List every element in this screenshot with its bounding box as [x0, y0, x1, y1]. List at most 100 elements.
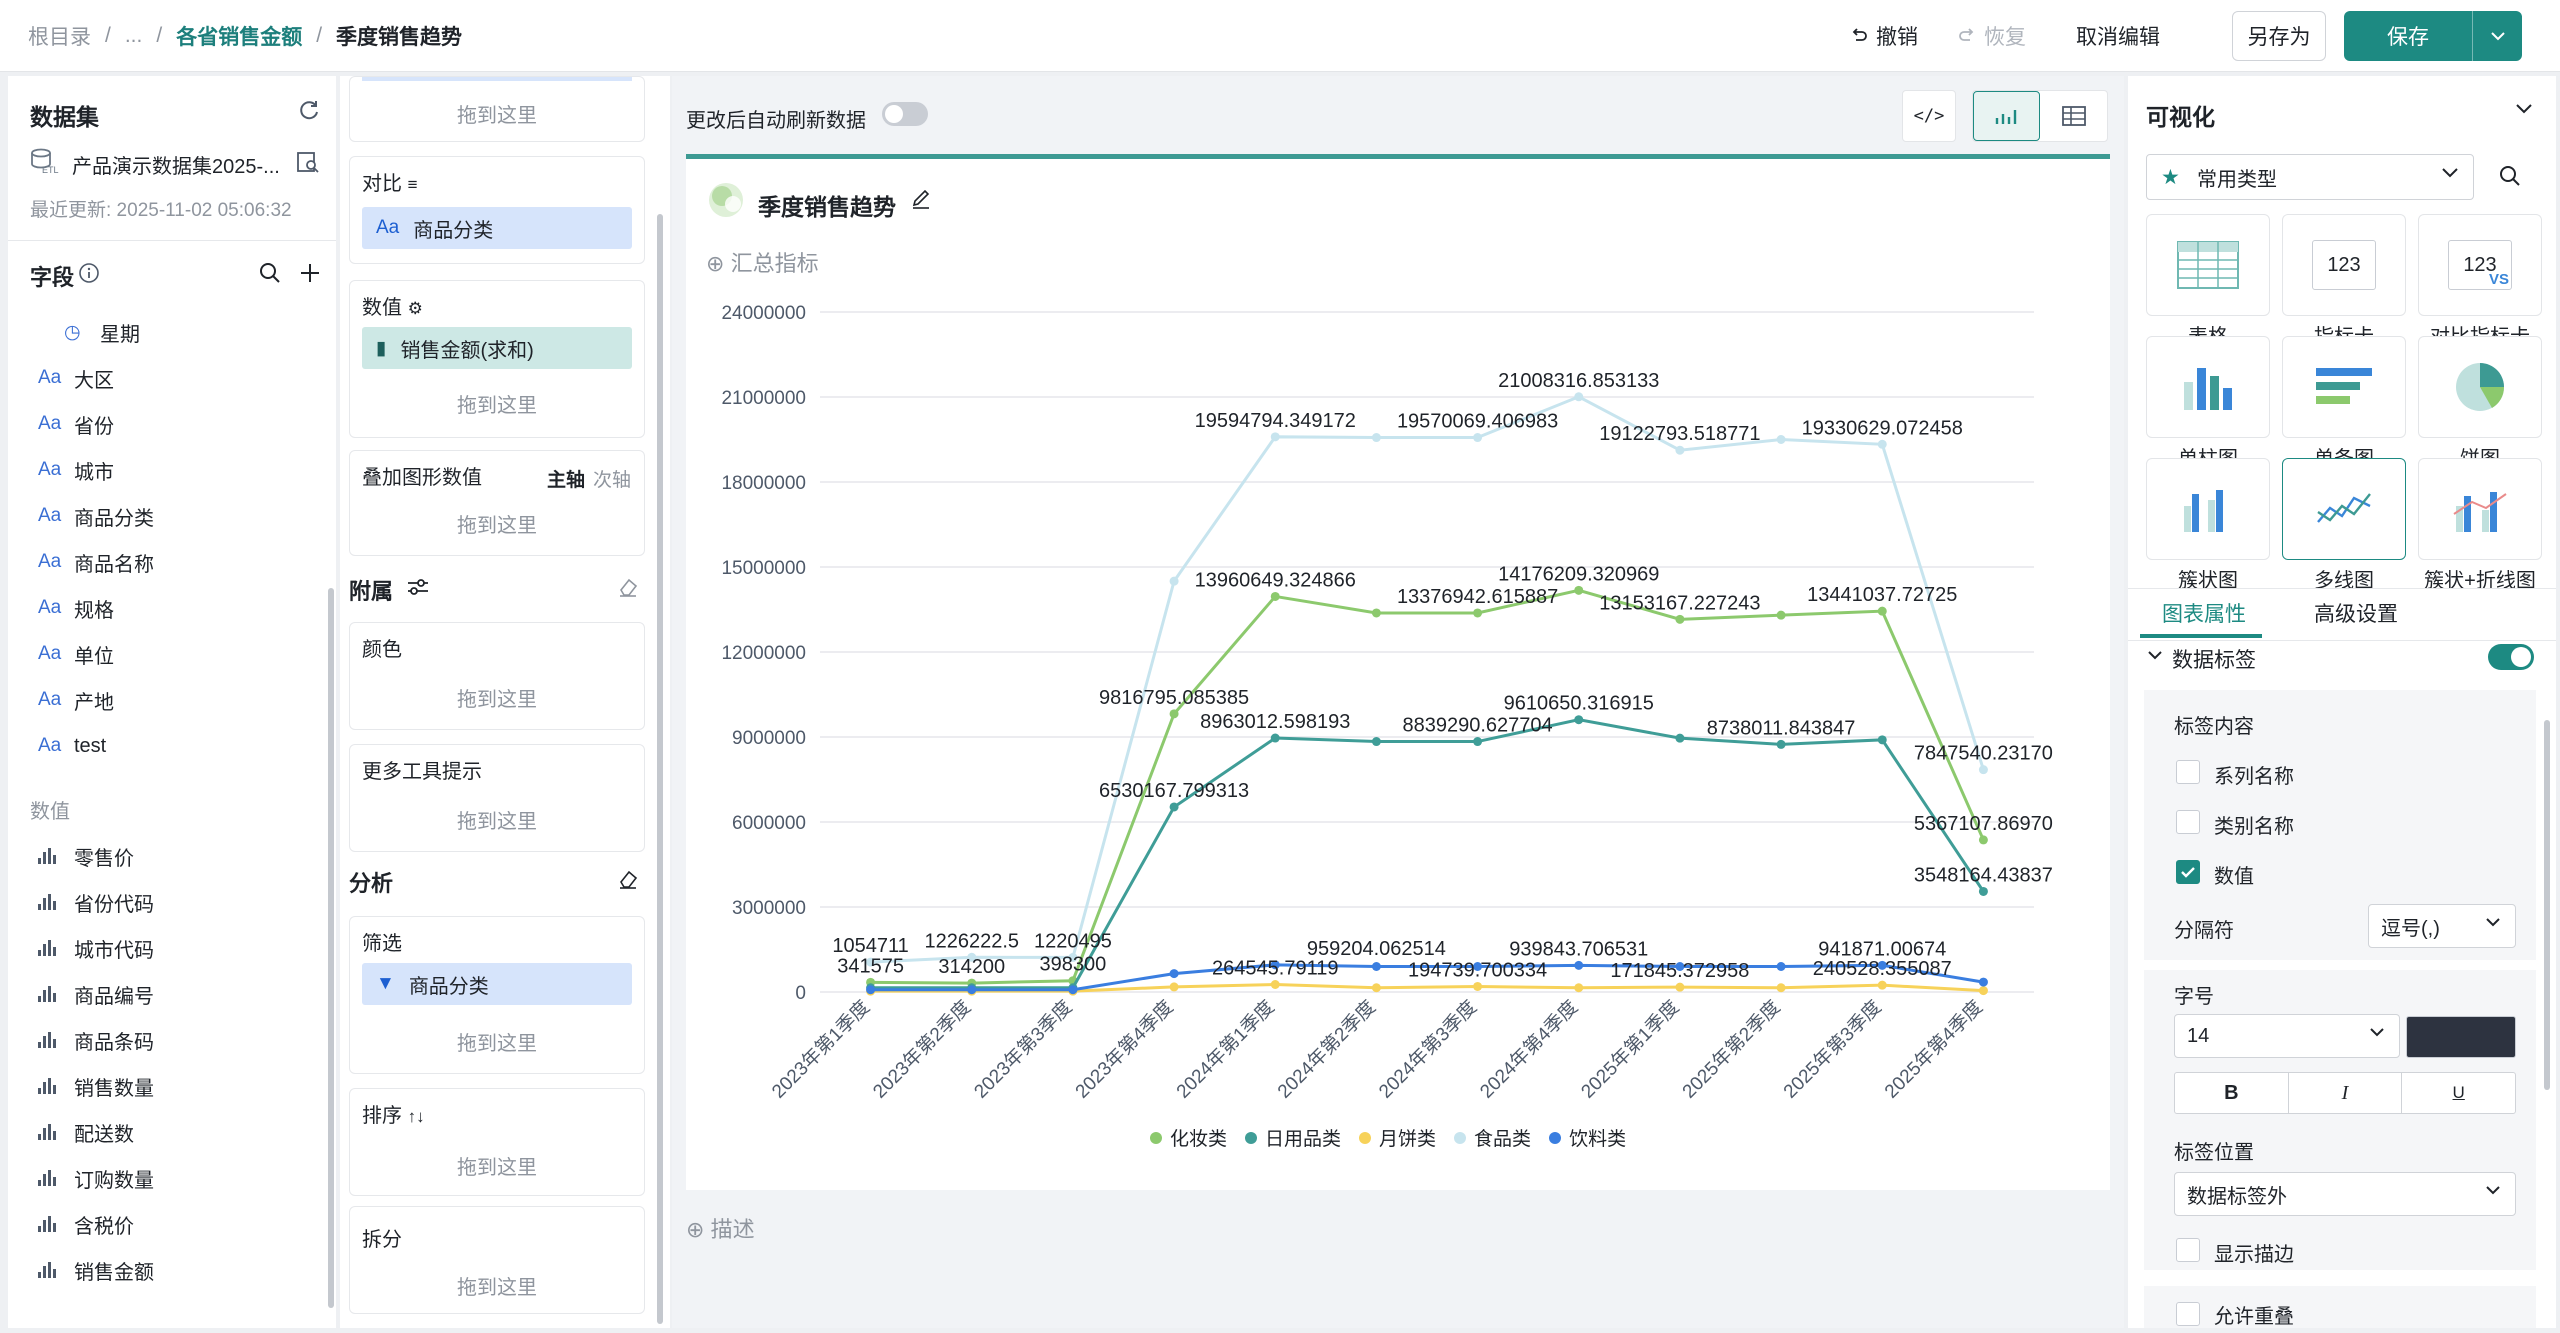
tab-advanced-settings[interactable]: 高级设置 — [2314, 603, 2398, 626]
separator-select[interactable]: 逗号(,) — [2368, 904, 2516, 948]
field-dimension-item[interactable]: Aa 大区 — [38, 358, 114, 398]
field-dimension-item[interactable]: Aa 省份 — [38, 404, 114, 444]
label-position-select[interactable]: 数据标签外 — [2174, 1172, 2516, 1216]
left-scrollbar[interactable] — [328, 588, 334, 1308]
field-dimension-item[interactable]: Aa 产地 — [38, 680, 114, 720]
legend-item[interactable]: 日用品类 — [1245, 1124, 1341, 1151]
data-labels-toggle[interactable] — [2488, 644, 2534, 670]
field-dimension-item[interactable]: ◷ 星期 — [64, 312, 140, 352]
filter-card[interactable]: 筛选 ▼ 商品分类 拖到这里 — [349, 916, 645, 1074]
chart-type-compare-kpi[interactable]: 123 VS — [2418, 214, 2542, 316]
series-name-checkbox[interactable] — [2176, 760, 2200, 784]
compare-card[interactable]: 对比 ≡ Aa 商品分类 — [349, 156, 645, 264]
save-as-button[interactable]: 另存为 — [2232, 11, 2326, 61]
allow-overlap-checkbox[interactable] — [2176, 1302, 2200, 1326]
font-size-select[interactable]: 14 — [2174, 1014, 2400, 1058]
eraser-icon[interactable] — [617, 868, 639, 890]
add-field-icon[interactable] — [298, 261, 322, 285]
font-color-swatch[interactable] — [2406, 1016, 2516, 1058]
chart-type-cluster-chart[interactable] — [2146, 458, 2270, 560]
tooltip-card[interactable]: 更多工具提示 拖到这里 — [349, 744, 645, 852]
chart-view-button[interactable] — [1973, 91, 2040, 141]
chart-type-cluster-line[interactable] — [2418, 458, 2542, 560]
field-measure-item[interactable]: 商品条码 — [38, 1020, 154, 1060]
field-measure-item[interactable]: 城市代码 — [38, 928, 154, 968]
field-dimension-item[interactable]: Aa 商品名称 — [38, 542, 154, 582]
field-measure-item[interactable]: 省份代码 — [38, 882, 154, 922]
info-icon[interactable] — [78, 262, 100, 284]
field-measure-item[interactable]: 零售价 — [38, 836, 134, 876]
filter-field-pill[interactable]: ▼ 商品分类 — [362, 963, 632, 1005]
legend-item[interactable]: 月饼类 — [1359, 1124, 1436, 1151]
auto-refresh-toggle[interactable] — [882, 102, 928, 126]
chart-type-column-chart[interactable] — [2146, 336, 2270, 438]
eraser-icon[interactable] — [617, 576, 639, 598]
field-measure-item[interactable]: 商品编号 — [38, 974, 154, 1014]
bold-button[interactable]: B — [2175, 1073, 2289, 1113]
field-dimension-item[interactable]: Aa 单位 — [38, 634, 114, 674]
table-view-button[interactable] — [2040, 91, 2107, 141]
tab-chart-properties[interactable]: 图表属性 — [2162, 603, 2246, 626]
chart-type-table[interactable] — [2146, 214, 2270, 316]
chevron-down-icon[interactable] — [2472, 11, 2522, 61]
chart-type-pie-chart[interactable] — [2418, 336, 2542, 438]
legend-item[interactable]: 食品类 — [1454, 1124, 1531, 1151]
redo-button[interactable]: 恢复 — [1958, 0, 2026, 72]
sort-card[interactable]: 排序 ↑↓ 拖到这里 — [349, 1088, 645, 1196]
config-scrollbar[interactable] — [657, 214, 663, 1324]
dataset-search-icon[interactable] — [296, 150, 320, 174]
value-checkbox[interactable] — [2176, 860, 2200, 884]
breadcrumb-root[interactable]: 根目录 — [28, 26, 91, 49]
field-measure-item[interactable]: 配送数 — [38, 1112, 134, 1152]
field-dimension-item[interactable]: Aa 城市 — [38, 450, 114, 490]
sort-icon[interactable]: ↑↓ — [407, 1107, 425, 1126]
field-dimension-item[interactable]: Aa 规格 — [38, 588, 114, 628]
field-measure-item[interactable]: 订购数量 — [38, 1158, 154, 1198]
refresh-icon[interactable] — [297, 98, 321, 122]
cancel-edit-button[interactable]: 取消编辑 — [2076, 0, 2160, 72]
field-dimension-item[interactable]: Aa 商品分类 — [38, 496, 154, 536]
drop-zone-top[interactable]: 拖到这里 — [349, 76, 645, 142]
gear-icon[interactable]: ⚙ — [407, 299, 423, 318]
right-scrollbar[interactable] — [2544, 720, 2550, 1090]
compare-field-pill[interactable]: Aa 商品分类 — [362, 207, 632, 249]
legend-item[interactable]: 化妆类 — [1150, 1124, 1227, 1151]
overlay-card[interactable]: 叠加图形数值 主轴 次轴 拖到这里 — [349, 450, 645, 556]
field-measure-item[interactable]: 含税价 — [38, 1204, 134, 1244]
search-icon[interactable] — [2498, 164, 2522, 188]
summary-metric-button[interactable]: ⊕ 汇总指标 — [706, 246, 819, 278]
show-stroke-checkbox[interactable] — [2176, 1238, 2200, 1262]
field-measure-item[interactable]: 销售数量 — [38, 1066, 154, 1106]
dataset-name[interactable]: 产品演示数据集2025-... — [72, 156, 280, 178]
describe-button[interactable]: ⊕ 描述 — [686, 1212, 755, 1244]
data-label: 8963012.598193 — [1200, 711, 1350, 733]
chevron-down-icon[interactable] — [2146, 650, 2164, 662]
series-name-label: 系列名称 — [2214, 766, 2294, 788]
category-name-checkbox[interactable] — [2176, 810, 2200, 834]
value-field-pill[interactable]: ▮ 销售金额(求和) — [362, 327, 632, 369]
chart-type-bar-chart[interactable] — [2282, 336, 2406, 438]
breadcrumb-parent[interactable]: 各省销售金额 — [176, 26, 303, 49]
search-icon[interactable] — [258, 261, 282, 285]
field-measure-item[interactable]: 销售金额 — [38, 1250, 154, 1290]
edit-title-icon[interactable] — [910, 188, 932, 210]
chart-type-select[interactable]: ★ 常用类型 — [2146, 154, 2474, 200]
sliders-icon[interactable] — [406, 576, 430, 598]
undo-button[interactable]: 撤销 — [1850, 0, 1918, 72]
italic-button[interactable]: I — [2289, 1073, 2403, 1113]
breadcrumb-ellipsis[interactable]: ... — [124, 24, 143, 47]
overlay-primary-axis[interactable]: 主轴 — [547, 470, 586, 491]
collapse-chevron-icon[interactable] — [2514, 102, 2534, 116]
value-card[interactable]: 数值 ⚙ ▮ 销售金额(求和) 拖到这里 — [349, 280, 645, 438]
field-dimension-item[interactable]: Aa test — [38, 726, 106, 766]
save-button[interactable]: 保存 — [2344, 11, 2522, 61]
legend-item[interactable]: 饮料类 — [1549, 1124, 1626, 1151]
underline-button[interactable]: U — [2452, 1083, 2465, 1102]
code-view-button[interactable]: </> — [1902, 90, 1956, 142]
split-card[interactable]: 拆分 拖到这里 — [349, 1206, 645, 1314]
compare-settings-icon[interactable]: ≡ — [407, 175, 418, 194]
chart-type-kpi-card[interactable]: 123 — [2282, 214, 2406, 316]
chart-type-multi-line[interactable] — [2282, 458, 2406, 560]
color-card[interactable]: 颜色 拖到这里 — [349, 622, 645, 730]
overlay-secondary-axis[interactable]: 次轴 — [593, 470, 632, 491]
